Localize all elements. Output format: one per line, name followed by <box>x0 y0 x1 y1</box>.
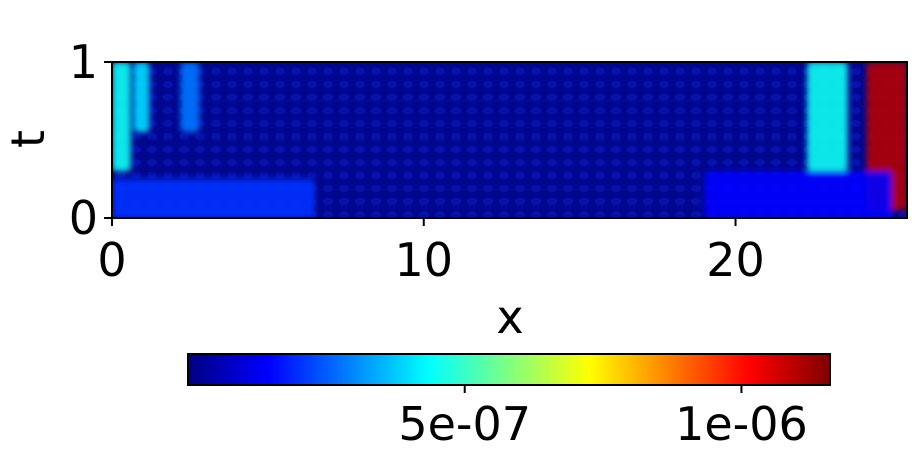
heatmap-area <box>112 62 907 218</box>
colorbar-tick-label: 5e-07 <box>398 397 531 451</box>
x-axis-label: x <box>496 290 523 344</box>
plot-frame <box>111 61 908 219</box>
heatmap-feature <box>112 62 131 172</box>
colorbar <box>187 353 831 386</box>
heatmap-feature <box>133 62 150 133</box>
y-tick-label: 1 <box>69 35 98 89</box>
y-axis-label: t <box>1 130 55 148</box>
heatmap-feature <box>180 62 200 133</box>
colorbar-tick-label: 1e-06 <box>675 397 808 451</box>
x-tick-label: 10 <box>394 233 453 287</box>
colorbar-ticks: 5e-07 1e-06 <box>398 385 808 451</box>
heatmap-feature <box>112 179 315 218</box>
x-tick-label: 0 <box>97 233 126 287</box>
y-axis-ticks: 01 <box>69 35 112 245</box>
x-tick-label: 20 <box>706 233 765 287</box>
y-tick-label: 0 <box>69 191 98 245</box>
x-axis-ticks: 0 10 20 <box>97 218 765 287</box>
heatmap-feature <box>704 171 892 218</box>
heatmap-features <box>112 62 907 218</box>
heatmap-feature <box>807 62 848 172</box>
